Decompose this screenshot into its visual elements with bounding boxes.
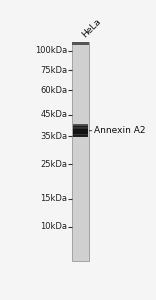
Text: HeLa: HeLa	[80, 17, 103, 40]
Bar	[73, 132, 88, 133]
Bar	[73, 127, 88, 128]
Bar	[73, 134, 88, 135]
Text: 25kDa: 25kDa	[40, 160, 67, 169]
Bar	[73, 133, 88, 134]
Bar	[73, 132, 88, 133]
Bar	[73, 135, 88, 136]
Bar	[73, 128, 88, 129]
Text: 45kDa: 45kDa	[40, 110, 67, 119]
Text: 35kDa: 35kDa	[40, 132, 67, 141]
Bar	[73, 136, 88, 137]
Bar	[73, 125, 88, 126]
Bar	[73, 126, 88, 127]
Text: 75kDa: 75kDa	[40, 66, 67, 75]
Bar	[73, 124, 88, 125]
Bar	[73, 125, 88, 126]
Bar	[72, 42, 89, 44]
Bar	[73, 126, 88, 127]
Bar	[73, 133, 88, 134]
Bar	[73, 129, 88, 130]
Text: 10kDa: 10kDa	[40, 222, 67, 231]
Text: 15kDa: 15kDa	[40, 194, 67, 203]
Text: 60kDa: 60kDa	[40, 86, 67, 95]
Text: Annexin A2: Annexin A2	[89, 126, 146, 135]
Bar	[73, 130, 88, 131]
Text: 100kDa: 100kDa	[35, 46, 67, 55]
Bar	[72, 42, 89, 261]
Bar	[73, 131, 88, 132]
Bar	[73, 129, 88, 130]
